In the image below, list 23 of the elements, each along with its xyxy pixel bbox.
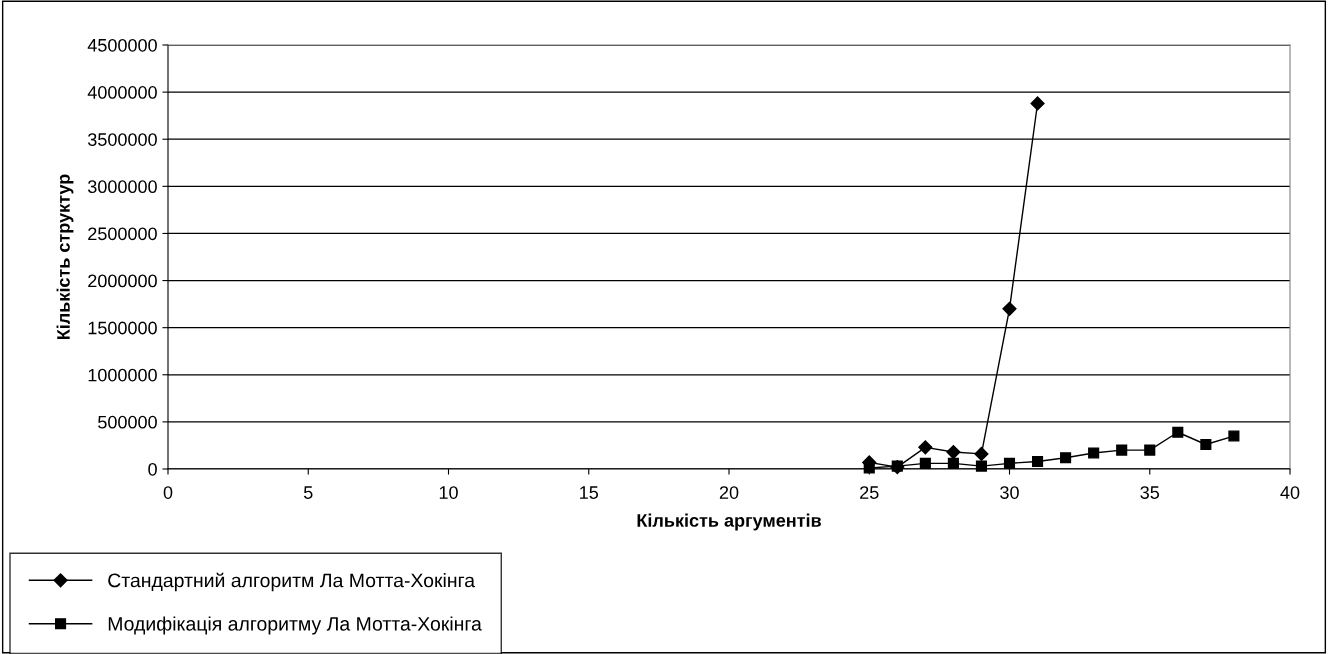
y-axis-title: Кількість структур [56, 174, 74, 340]
x-tick-label: 25 [860, 486, 879, 499]
x-tick-label: 20 [719, 486, 739, 499]
x-tick-label: 5 [303, 486, 313, 499]
y-tick-label: 4500000 [87, 38, 157, 52]
y-tick-label: 500000 [98, 415, 157, 429]
x-tick-label: 40 [1280, 486, 1300, 499]
y-tick-label: 3500000 [87, 133, 157, 146]
x-tick-label: 10 [439, 486, 458, 499]
x-tick-label: 0 [163, 486, 173, 499]
y-tick-label: 3000000 [87, 180, 157, 194]
y-tick-label: 1500000 [88, 321, 157, 335]
legend-label: Модифікація алгоритму Ла Мотта-Хокінга [108, 616, 482, 635]
y-tick-label: 2000000 [88, 274, 157, 288]
y-tick-label: 1000000 [88, 368, 157, 382]
x-axis-title: Кількість аргументів [637, 513, 821, 531]
y-tick-label: 0 [148, 462, 157, 476]
x-tick-label: 30 [1000, 486, 1019, 499]
legend-label: Стандартний алгоритм Ла Мотта-Хокінга [108, 572, 476, 592]
y-tick-label: 2500000 [88, 227, 157, 241]
y-tick-label: 4000000 [87, 86, 157, 99]
x-tick-label: 35 [1140, 486, 1160, 499]
x-tick-label: 15 [580, 486, 599, 499]
